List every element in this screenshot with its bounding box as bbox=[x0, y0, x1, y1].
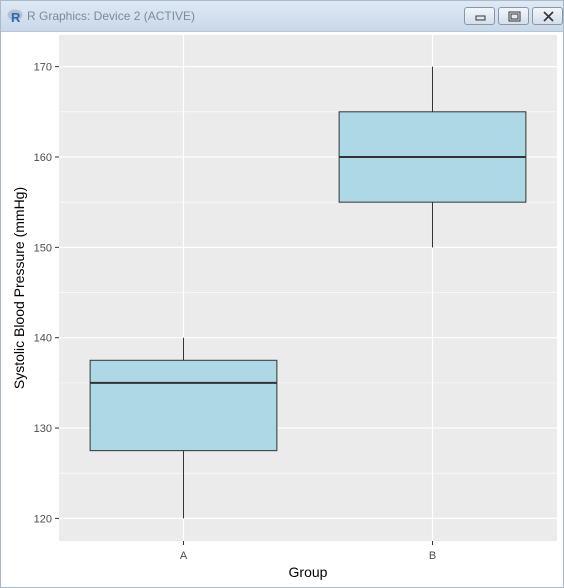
maximize-button[interactable] bbox=[498, 7, 529, 25]
y-tick-label: 160 bbox=[34, 152, 52, 164]
title-bar[interactable]: R R Graphics: Device 2 (ACTIVE) bbox=[1, 1, 563, 32]
maximize-icon bbox=[508, 11, 521, 22]
y-axis: 120 130 140 150 160 170 bbox=[34, 62, 59, 525]
x-tick-label: A bbox=[180, 550, 188, 562]
y-tick-label: 120 bbox=[34, 513, 52, 525]
y-tick-label: 130 bbox=[34, 423, 52, 435]
plot-panel bbox=[59, 35, 557, 541]
svg-text:R: R bbox=[11, 10, 21, 24]
boxes bbox=[89, 66, 527, 519]
y-axis-title: Systolic Blood Pressure (mmHg) bbox=[11, 187, 27, 389]
minimize-icon bbox=[475, 15, 486, 21]
window-title: R Graphics: Device 2 (ACTIVE) bbox=[27, 9, 196, 23]
box-group-b bbox=[338, 66, 527, 248]
x-tick-label: B bbox=[429, 550, 436, 562]
box-iqr bbox=[89, 359, 278, 452]
x-axis-title: Group bbox=[289, 564, 328, 580]
r-logo-icon: R bbox=[7, 9, 23, 24]
close-icon bbox=[543, 11, 554, 22]
y-tick-label: 170 bbox=[34, 62, 52, 74]
y-tick-label: 150 bbox=[34, 242, 52, 254]
minimize-button[interactable] bbox=[464, 7, 495, 25]
close-button[interactable] bbox=[532, 7, 563, 25]
box-group-a bbox=[89, 337, 278, 519]
y-tick-label: 140 bbox=[34, 333, 52, 345]
